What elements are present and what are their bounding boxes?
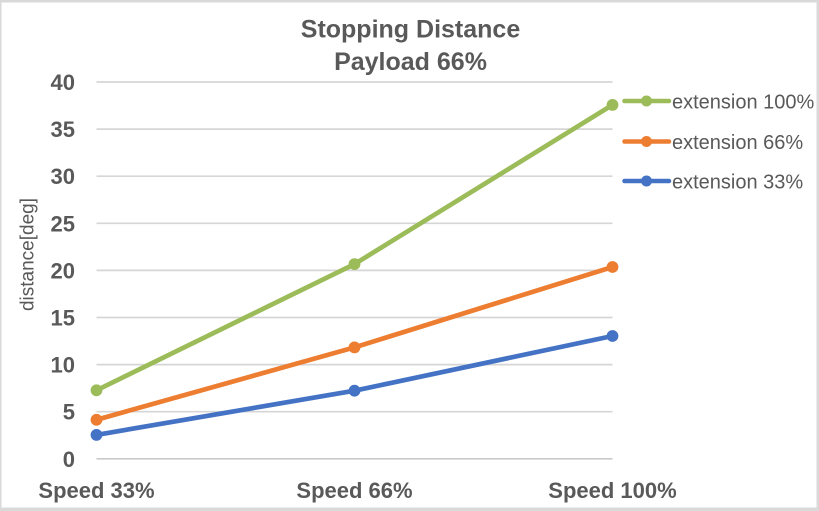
svg-text:extension 100%: extension 100%	[672, 91, 815, 113]
svg-text:Speed 100%: Speed 100%	[548, 478, 676, 503]
svg-text:15: 15	[51, 306, 75, 331]
svg-text:extension 66%: extension 66%	[672, 132, 803, 154]
svg-text:Speed 66%: Speed 66%	[296, 478, 412, 503]
svg-text:10: 10	[51, 353, 75, 378]
svg-text:30: 30	[51, 164, 75, 189]
svg-text:40: 40	[51, 70, 75, 95]
svg-text:35: 35	[51, 117, 75, 142]
svg-text:extension 33%: extension 33%	[672, 171, 803, 193]
svg-text:Payload 66%: Payload 66%	[334, 48, 487, 76]
svg-text:Stopping Distance: Stopping Distance	[301, 16, 521, 44]
svg-text:5: 5	[63, 400, 75, 425]
svg-text:25: 25	[51, 211, 75, 236]
svg-text:0: 0	[63, 447, 75, 472]
svg-text:20: 20	[51, 258, 75, 283]
svg-text:distance[deg]: distance[deg]	[18, 198, 39, 311]
svg-text:Speed 33%: Speed 33%	[38, 478, 154, 503]
